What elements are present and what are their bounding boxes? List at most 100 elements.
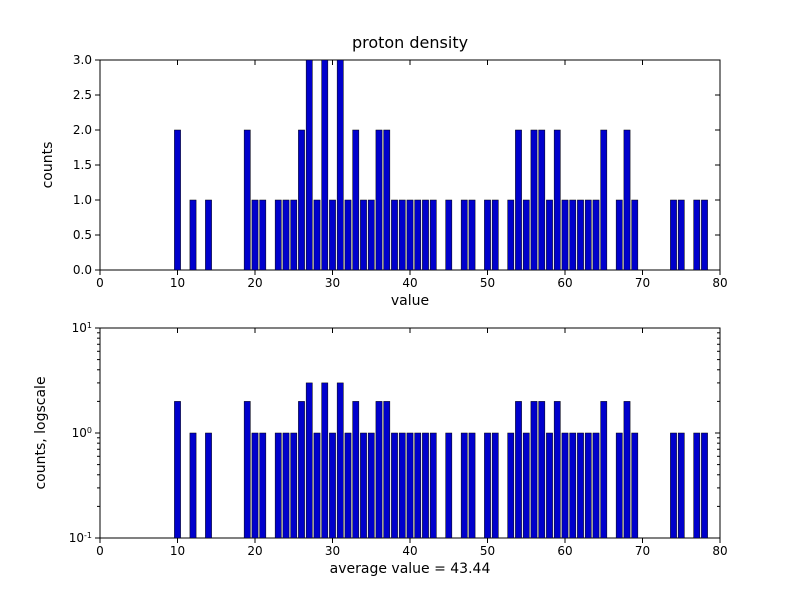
bottom-xtick-label: 40 <box>402 544 417 558</box>
bottom-bar <box>562 433 568 538</box>
top-bar <box>376 130 382 270</box>
top-bar <box>554 130 560 270</box>
top-xtick-label: 70 <box>635 276 650 290</box>
bottom-bar <box>694 433 700 538</box>
bottom-bar <box>306 383 312 538</box>
bottom-xtick-label: 30 <box>325 544 340 558</box>
top-bar <box>593 200 599 270</box>
top-ytick-label: 0.0 <box>73 263 92 277</box>
top-bar <box>190 200 196 270</box>
bottom-bar <box>391 433 397 538</box>
bottom-bar <box>678 433 684 538</box>
top-bar <box>345 200 351 270</box>
top-bar <box>283 200 289 270</box>
bottom-bar <box>360 433 366 538</box>
top-bar <box>585 200 591 270</box>
bottom-xtick-label: 50 <box>480 544 495 558</box>
top-bar <box>701 200 707 270</box>
top-bar <box>632 200 638 270</box>
bottom-bar <box>546 433 552 538</box>
bottom-bar <box>531 401 537 538</box>
top-xtick-label: 10 <box>170 276 185 290</box>
top-bar <box>508 200 514 270</box>
top-bar <box>415 200 421 270</box>
top-ytick-label: 1.0 <box>73 193 92 207</box>
top-bar <box>306 60 312 270</box>
top-xtick-label: 30 <box>325 276 340 290</box>
bottom-bar <box>469 433 475 538</box>
top-bar <box>205 200 211 270</box>
top-bar <box>570 200 576 270</box>
bottom-bar <box>523 433 529 538</box>
top-bar <box>391 200 397 270</box>
top-xtick-label: 50 <box>480 276 495 290</box>
bottom-bar <box>337 383 343 538</box>
top-bar <box>446 200 452 270</box>
bottom-bar <box>252 433 258 538</box>
top-bar <box>616 200 622 270</box>
bottom-xtick-label: 70 <box>635 544 650 558</box>
top-xtick-label: 80 <box>712 276 727 290</box>
bottom-xtick-label: 20 <box>247 544 262 558</box>
bottom-bar <box>624 401 630 538</box>
bottom-bar <box>329 433 335 538</box>
bottom-xtick-label: 80 <box>712 544 727 558</box>
top-bar <box>461 200 467 270</box>
bottom-plot: 0102030405060708010-1100101counts, logsc… <box>33 321 728 578</box>
bottom-bar <box>291 433 297 538</box>
top-bar <box>384 130 390 270</box>
top-bar <box>694 200 700 270</box>
chart-title: proton density <box>352 33 468 52</box>
bottom-bar <box>701 433 707 538</box>
bottom-xtick-label: 10 <box>170 544 185 558</box>
bottom-bar <box>539 401 545 538</box>
top-bar <box>492 200 498 270</box>
bottom-bar <box>554 401 560 538</box>
top-bar <box>523 200 529 270</box>
top-bar <box>399 200 405 270</box>
bottom-bar <box>430 433 436 538</box>
top-bar <box>337 60 343 270</box>
top-xtick-label: 40 <box>402 276 417 290</box>
bottom-ytick-label: 101 <box>72 321 92 336</box>
top-bar <box>244 130 250 270</box>
top-ylabel: counts <box>40 142 56 189</box>
top-ytick-label: 3.0 <box>73 53 92 67</box>
top-bar <box>174 130 180 270</box>
bottom-ytick-label: 100 <box>72 426 92 441</box>
figure-svg: proton density010203040506070800.00.51.0… <box>0 0 800 600</box>
top-bar <box>601 130 607 270</box>
top-ytick-label: 2.5 <box>73 88 92 102</box>
bottom-bar <box>601 401 607 538</box>
top-xtick-label: 0 <box>96 276 104 290</box>
bottom-ytick-label: 10-1 <box>69 531 92 546</box>
bottom-bar <box>174 401 180 538</box>
top-bar <box>275 200 281 270</box>
bottom-bar <box>314 433 320 538</box>
bottom-bar <box>492 433 498 538</box>
top-bar <box>531 130 537 270</box>
bottom-xtick-label: 60 <box>557 544 572 558</box>
top-bar <box>298 130 304 270</box>
top-xtick-label: 20 <box>247 276 262 290</box>
top-bar <box>422 200 428 270</box>
top-plot: 010203040506070800.00.51.01.52.02.53.0co… <box>40 53 728 309</box>
top-bar <box>260 200 266 270</box>
top-bar <box>252 200 258 270</box>
top-bar <box>670 200 676 270</box>
bottom-bar <box>508 433 514 538</box>
bottom-bar <box>415 433 421 538</box>
top-bar <box>329 200 335 270</box>
top-bar <box>546 200 552 270</box>
top-ytick-label: 2.0 <box>73 123 92 137</box>
top-bar <box>577 200 583 270</box>
bottom-ylabel: counts, logscale <box>33 376 49 489</box>
bottom-bar <box>244 401 250 538</box>
bottom-bar <box>260 433 266 538</box>
bottom-bar <box>283 433 289 538</box>
top-bar <box>515 130 521 270</box>
bottom-bar <box>376 401 382 538</box>
bottom-bar <box>446 433 452 538</box>
bottom-bar <box>593 433 599 538</box>
top-xlabel: value <box>391 293 429 309</box>
